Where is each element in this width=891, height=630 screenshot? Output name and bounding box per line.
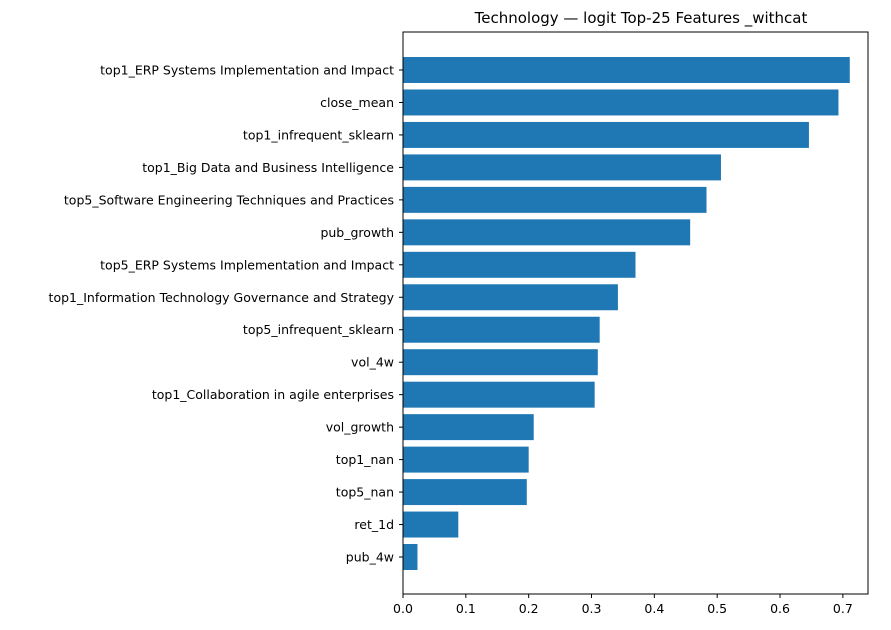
bar-8 [403, 316, 600, 343]
bar-6 [403, 251, 636, 278]
bar-15 [403, 544, 418, 570]
y-tick-label-7: top1_Information Technology Governance a… [49, 290, 395, 305]
y-tick-label-11: vol_growth [326, 420, 394, 435]
x-tick-label-6: 0.6 [770, 601, 790, 616]
y-tick-label-9: vol_4w [351, 355, 394, 370]
y-tick-label-13: top5_nan [336, 485, 394, 500]
bar-0 [403, 57, 850, 83]
bar-3 [403, 154, 721, 181]
y-tick-label-5: pub_growth [320, 225, 394, 240]
x-tick-label-7: 0.7 [833, 601, 853, 616]
bar-4 [403, 186, 707, 213]
bar-10 [403, 381, 595, 408]
bar-13 [403, 479, 527, 506]
y-tick-label-10: top1_Collaboration in agile enterprises [152, 387, 394, 402]
bar-1 [403, 89, 839, 116]
bars-group [403, 57, 850, 570]
x-tick-label-1: 0.1 [456, 601, 476, 616]
bar-11 [403, 414, 534, 441]
x-tick-label-0: 0.0 [393, 601, 413, 616]
y-tick-label-15: pub_4w [346, 550, 394, 565]
bar-2 [403, 121, 809, 148]
bar-7 [403, 284, 618, 311]
bar-14 [403, 511, 459, 538]
x-tick-label-2: 0.2 [519, 601, 539, 616]
chart-title: Technology — logit Top-25 Features _with… [474, 9, 808, 28]
y-tick-label-14: ret_1d [354, 517, 394, 532]
x-tick-label-3: 0.3 [582, 601, 602, 616]
y-tick-label-0: top1_ERP Systems Implementation and Impa… [100, 63, 394, 78]
y-tick-label-4: top5_Software Engineering Techniques and… [64, 192, 394, 207]
y-tick-label-3: top1_Big Data and Business Intelligence [142, 160, 394, 175]
plot-frame [402, 31, 869, 595]
x-axis: 0.0 0.1 0.2 0.3 0.4 0.5 0.6 0.7 [393, 594, 853, 616]
y-tick-label-12: top1_nan [336, 452, 394, 467]
y-tick-label-1: close_mean [320, 95, 394, 110]
bar-5 [403, 219, 691, 246]
y-tick-label-2: top1_infrequent_sklearn [243, 127, 394, 142]
bar-12 [403, 446, 529, 473]
y-labels-group: top1_ERP Systems Implementation and Impa… [49, 63, 403, 565]
x-tick-label-4: 0.4 [644, 601, 664, 616]
y-tick-label-8: top5_infrequent_sklearn [243, 322, 394, 337]
bar-9 [403, 349, 598, 376]
y-tick-label-6: top5_ERP Systems Implementation and Impa… [100, 257, 394, 272]
x-tick-label-5: 0.5 [707, 601, 727, 616]
